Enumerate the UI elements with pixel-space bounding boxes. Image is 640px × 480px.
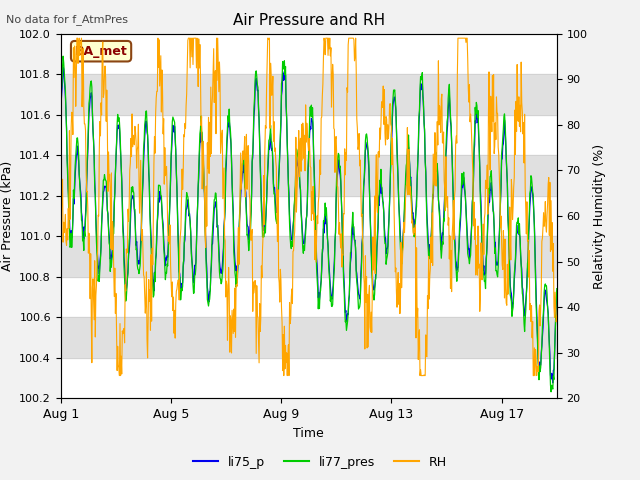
X-axis label: Time: Time <box>293 427 324 440</box>
Text: BA_met: BA_met <box>75 45 127 58</box>
Y-axis label: Relativity Humidity (%): Relativity Humidity (%) <box>593 144 606 288</box>
Title: Air Pressure and RH: Air Pressure and RH <box>233 13 385 28</box>
Bar <box>61 74 557 115</box>
Bar <box>61 317 557 358</box>
Legend: li75_p, li77_pres, RH: li75_p, li77_pres, RH <box>188 451 452 474</box>
Y-axis label: Air Pressure (kPa): Air Pressure (kPa) <box>1 161 14 271</box>
Bar <box>61 155 557 196</box>
Bar <box>61 236 557 277</box>
Text: No data for f_AtmPres: No data for f_AtmPres <box>6 14 129 25</box>
